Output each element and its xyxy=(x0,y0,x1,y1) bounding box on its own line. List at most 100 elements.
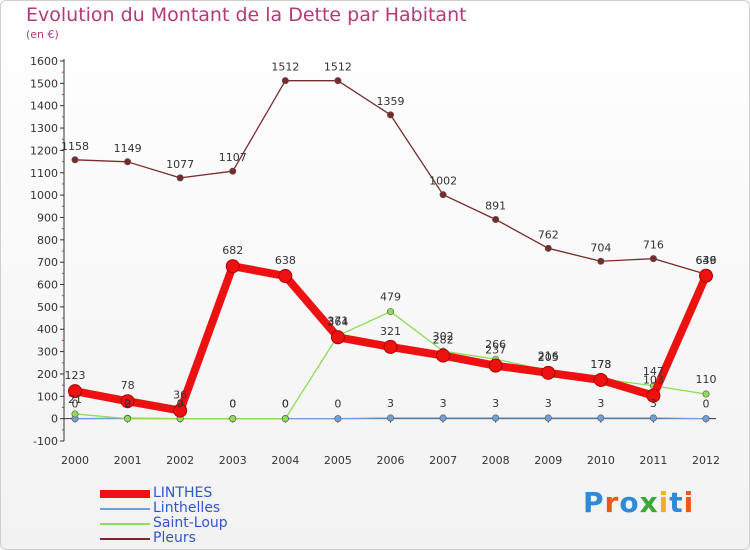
data-label-pleurs: 1512 xyxy=(271,61,299,74)
data-point-linthelles xyxy=(439,414,447,422)
legend-item-saint-loup: Saint-Loup xyxy=(100,516,228,531)
data-label-pleurs: 1149 xyxy=(114,142,142,155)
data-point-linthes xyxy=(699,268,713,283)
data-point-pleurs xyxy=(281,77,289,85)
data-label-saint-loup: 178 xyxy=(590,358,611,371)
legend-item-linthes: LINTHES xyxy=(100,486,228,501)
series-line-linthes xyxy=(71,262,710,415)
x-tick-label: 2005 xyxy=(324,454,352,467)
data-label-linthes: 282 xyxy=(433,334,454,347)
y-tick-label: 1000 xyxy=(30,189,58,202)
logo-letter: i xyxy=(658,486,670,519)
data-label-linthelles: 2 xyxy=(124,397,131,410)
y-tick-label: 1600 xyxy=(30,55,58,68)
data-label-linthelles: 3 xyxy=(650,397,657,410)
data-point-pleurs xyxy=(124,158,132,166)
data-label-saint-loup: 216 xyxy=(538,349,559,362)
data-point-linthes xyxy=(120,394,135,409)
data-label-pleurs: 1002 xyxy=(429,175,457,188)
data-point-linthes xyxy=(173,403,188,418)
data-label-linthes: 364 xyxy=(327,315,348,328)
logo-letter: P xyxy=(583,486,605,519)
data-point-pleurs xyxy=(334,77,342,85)
data-point-linthes xyxy=(646,388,661,403)
y-tick-label: 200 xyxy=(37,368,58,381)
chart-subtitle: (en €) xyxy=(26,28,59,41)
data-label-linthelles: 3 xyxy=(597,397,604,410)
data-label-saint-loup: 479 xyxy=(380,291,401,304)
data-point-linthelles xyxy=(492,414,500,422)
data-point-linthes xyxy=(541,365,556,380)
data-label-pleurs: 716 xyxy=(643,239,664,252)
x-tick-label: 2006 xyxy=(377,454,405,467)
data-point-linthes xyxy=(593,372,608,387)
data-label-linthes: 682 xyxy=(222,244,243,257)
data-label-linthes: 36 xyxy=(173,389,187,402)
x-tick-label: 2002 xyxy=(166,454,194,467)
data-label-linthes: 638 xyxy=(275,254,296,267)
data-point-saint-loup xyxy=(124,415,132,423)
data-label-pleurs: 704 xyxy=(590,241,611,254)
data-point-linthes xyxy=(68,384,82,399)
data-label-saint-loup: 0 xyxy=(124,398,131,411)
data-label-saint-loup: 147 xyxy=(643,365,664,378)
x-tick-label: 2007 xyxy=(429,454,457,467)
data-label-linthelles: 0 xyxy=(229,398,236,411)
x-tick-label: 2000 xyxy=(61,454,89,467)
data-point-linthelles xyxy=(544,414,552,422)
y-tick-label: 1100 xyxy=(30,167,58,180)
logo-letter: o xyxy=(619,486,640,519)
data-label-linthelles: 3 xyxy=(492,397,499,410)
series-linthes xyxy=(68,259,713,418)
data-label-linthes: 639 xyxy=(696,254,717,267)
data-label-linthelles: 3 xyxy=(387,397,394,410)
data-point-pleurs xyxy=(176,174,184,182)
data-point-linthelles xyxy=(649,414,657,422)
y-tick-label: 700 xyxy=(37,256,58,269)
data-point-linthes xyxy=(488,358,503,373)
data-label-linthes: 205 xyxy=(538,351,559,364)
data-point-pleurs xyxy=(71,156,79,164)
data-label-saint-loup: 21 xyxy=(68,393,82,406)
chart-title: Evolution du Montant de la Dette par Hab… xyxy=(26,4,467,26)
x-tick-label: 2003 xyxy=(219,454,247,467)
y-tick-label: 1400 xyxy=(30,100,58,113)
y-tick-label: 900 xyxy=(37,211,58,224)
logo-letter: r xyxy=(604,486,620,519)
data-label-linthes: 321 xyxy=(380,325,401,338)
data-label-pleurs: 1359 xyxy=(377,95,405,108)
y-tick-label: 1500 xyxy=(30,77,58,90)
data-point-linthelles xyxy=(386,414,394,422)
x-tick-label: 2011 xyxy=(639,454,667,467)
y-tick-label: 300 xyxy=(37,346,58,359)
y-tick-label: 400 xyxy=(37,323,58,336)
legend-swatch-pleurs xyxy=(100,537,150,540)
data-label-linthes: 123 xyxy=(65,369,86,382)
data-point-saint-loup xyxy=(281,415,289,423)
data-point-pleurs xyxy=(649,255,657,263)
data-point-linthelles xyxy=(334,415,342,423)
legend-swatch-linthelles xyxy=(100,507,150,510)
y-tick-label: 600 xyxy=(37,279,58,292)
legend-item-pleurs: Pleurs xyxy=(100,531,228,546)
data-point-saint-loup xyxy=(229,415,237,423)
data-label-linthelles: 0 xyxy=(334,398,341,411)
data-point-pleurs xyxy=(544,244,552,252)
x-tick-label: 2009 xyxy=(534,454,562,467)
x-tick-label: 2004 xyxy=(271,454,299,467)
data-label-linthelles: 0 xyxy=(282,398,289,411)
data-label-pleurs: 646 xyxy=(696,254,717,267)
x-tick-label: 2010 xyxy=(587,454,615,467)
data-label-linthelles: 0 xyxy=(72,398,79,411)
data-label-pleurs: 1107 xyxy=(219,151,247,164)
y-tick-label: -100 xyxy=(33,435,58,448)
data-label-saint-loup: 371 xyxy=(327,315,348,328)
data-point-pleurs xyxy=(597,257,605,265)
y-tick-label: 0 xyxy=(51,413,58,426)
data-point-pleurs xyxy=(439,191,447,199)
y-tick-label: 1300 xyxy=(30,122,58,135)
data-label-saint-loup: 110 xyxy=(696,373,717,386)
data-label-pleurs: 1158 xyxy=(61,140,89,153)
data-label-linthelles: 0 xyxy=(177,398,184,411)
